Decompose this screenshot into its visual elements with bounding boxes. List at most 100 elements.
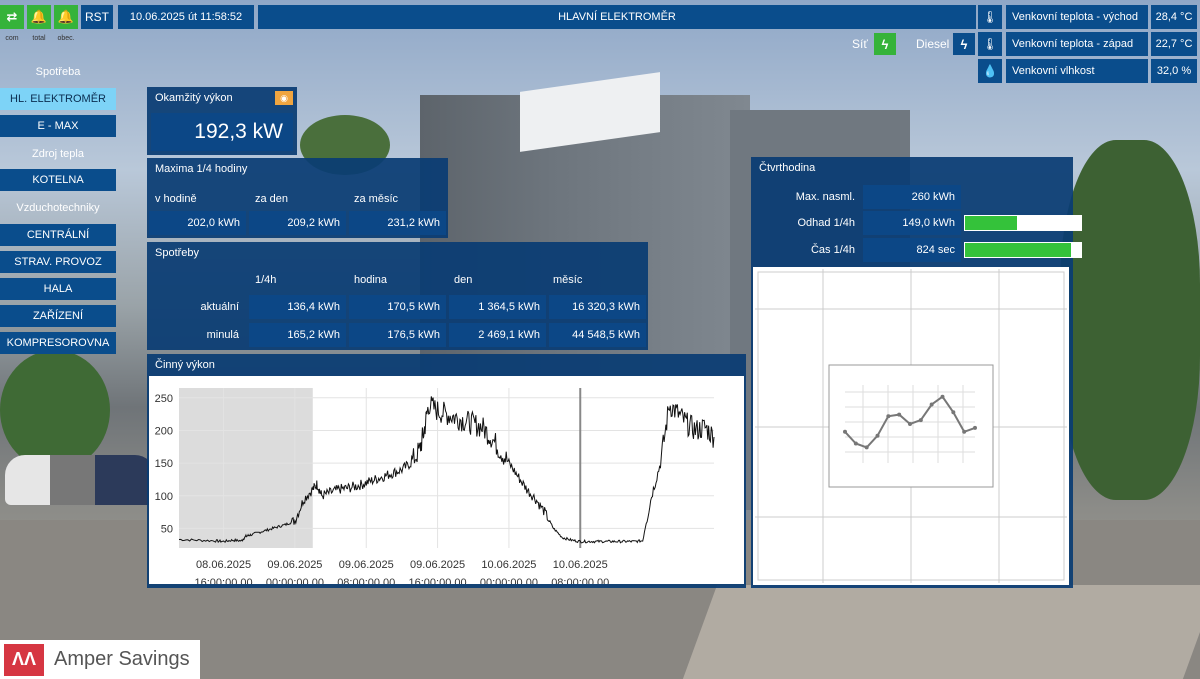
quarter-data-point — [853, 441, 858, 446]
consumption-panel: Spotřeby 1/4h hodina den měsíc aktuální … — [147, 242, 648, 350]
com-status-button[interactable]: ⇄ — [0, 5, 24, 29]
maxima-header-month: za měsíc — [354, 193, 399, 205]
sidebar-heading-zdroj-tepla: Zdroj tepla — [32, 148, 84, 160]
weather-label-west: Venkovní teplota - západ — [1006, 32, 1148, 56]
sidebar-heading-vzduchotechniky: Vzduchotechniky — [16, 202, 100, 214]
previous-day-value: 2 469,1 kWh — [449, 323, 546, 347]
toggle-view-icon[interactable]: ◉ — [275, 91, 293, 105]
maxima-panel: Maxima 1/4 hodiny v hodině za den za měs… — [147, 158, 448, 238]
x-tick-date: 10.06.2025 — [481, 559, 536, 571]
y-tick-label: 50 — [161, 523, 173, 535]
weather-label-east: Venkovní teplota - východ — [1006, 5, 1148, 29]
current-month-value: 16 320,3 kWh — [549, 295, 646, 319]
quarter-data-point — [918, 418, 923, 423]
arrows-swap-icon: ⇄ — [6, 9, 18, 24]
instant-power-value: 192,3 kW — [151, 113, 293, 151]
quarter-chart — [755, 269, 1067, 583]
consumption-header-quarter: 1/4h — [255, 274, 277, 286]
bell-icon: 🔔 — [57, 9, 75, 24]
total-alarm-button[interactable]: 🔔 — [27, 5, 51, 29]
previous-hour-value: 176,5 kWh — [349, 323, 446, 347]
background-tree-left — [0, 350, 110, 470]
weather-label-humidity: Venkovní vlhkost — [1006, 59, 1148, 83]
active-power-chart-area: 50 100 150 200 250 08.06.2025 16:00:00.00 09.06… — [149, 376, 744, 589]
sidebar-item-kotelna[interactable]: KOTELNA — [0, 169, 116, 191]
x-tick-time: 00:00:00.00 — [266, 577, 324, 584]
obec-caption: obec. — [57, 35, 75, 42]
x-tick-time: 16:00:00.00 — [409, 577, 467, 584]
x-tick-date: 08.06.2025 — [196, 559, 251, 571]
quarter-chart-area — [753, 267, 1069, 585]
quarter-data-point — [973, 425, 977, 430]
active-power-title: Činný výkon — [155, 359, 215, 371]
time-progress-fill — [965, 243, 1071, 257]
y-tick-label: 150 — [155, 458, 173, 470]
sidebar-item-centralni[interactable]: CENTRÁLNÍ — [0, 224, 116, 246]
instant-power-title: Okamžitý výkon — [155, 92, 233, 104]
maxima-value-day: 209,2 kWh — [249, 211, 346, 235]
y-tick-label: 200 — [155, 425, 173, 437]
maxima-value-hour: 202,0 kWh — [149, 211, 246, 235]
x-tick-date: 10.06.2025 — [553, 559, 608, 571]
sidebar-item-zarizeni[interactable]: ZAŘÍZENÍ — [0, 305, 116, 327]
sidebar-item-hl-elektromer[interactable]: HL. ELEKTROMĚR — [0, 88, 116, 110]
quarter-data-point — [864, 445, 869, 450]
estimate-progress-fill — [965, 216, 1018, 230]
quarter-data-point — [875, 433, 880, 438]
sidebar-item-strav-provoz[interactable]: STRAV. PROVOZ — [0, 251, 116, 273]
quarter-hour-title: Čtvrthodina — [759, 162, 816, 174]
bell-icon: 🔔 — [30, 9, 48, 24]
active-power-chart: 50 100 150 200 250 08.06.2025 16:00:00.00 09.06… — [155, 388, 715, 589]
current-day-value: 1 364,5 kWh — [449, 295, 546, 319]
x-tick-time: 16:00:00.00 — [195, 577, 253, 584]
grid-label: Síť — [852, 37, 868, 51]
row-label-current: aktuální — [200, 301, 239, 313]
sidebar-item-e-max[interactable]: E - MAX — [0, 115, 116, 137]
quarter-data-point — [929, 402, 934, 407]
quarter-data-point — [886, 414, 891, 419]
diesel-label: Diesel — [916, 37, 950, 51]
consumption-header-day: den — [454, 274, 473, 286]
diesel-lightning-icon[interactable]: ϟ — [953, 33, 975, 55]
x-tick-time: 08:00:00.00 — [337, 577, 395, 584]
x-tick-date: 09.06.2025 — [339, 559, 394, 571]
x-tick-date: 09.06.2025 — [267, 559, 322, 571]
maxima-header-day: za den — [255, 193, 289, 205]
quarter-data-point — [962, 429, 967, 434]
com-caption: com — [5, 35, 19, 42]
consumption-header-month: měsíc — [553, 274, 583, 286]
chart-frame — [757, 271, 1065, 581]
instant-power-panel: Okamžitý výkon ◉ 192,3 kW — [147, 87, 297, 155]
quarter-label-max: Max. nasml. — [795, 191, 855, 203]
maxima-title: Maxima 1/4 hodiny — [155, 163, 248, 175]
maxima-value-month: 231,2 kWh — [349, 211, 446, 235]
sidebar-item-kompresorovna[interactable]: KOMPRESOROVNA — [0, 332, 116, 354]
current-hour-value: 170,5 kWh — [349, 295, 446, 319]
current-quarter-value: 136,4 kWh — [249, 295, 346, 319]
y-tick-label: 250 — [155, 393, 173, 405]
obec-alarm-button[interactable]: 🔔 — [54, 5, 78, 29]
datetime-display: 10.06.2025 út 11:58:52 — [118, 5, 254, 29]
rst-button[interactable]: RST — [81, 5, 113, 29]
quarter-value-estimate: 149,0 kWh — [863, 211, 961, 235]
series-line-active-power — [178, 396, 715, 544]
previous-quarter-value: 165,2 kWh — [249, 323, 346, 347]
quarter-label-time: Čas 1/4h — [810, 244, 855, 256]
sidebar-item-hala[interactable]: HALA — [0, 278, 116, 300]
consumption-header-hour: hodina — [354, 274, 388, 286]
background-sidewalk — [682, 585, 1200, 679]
quarter-data-point — [951, 410, 956, 415]
consumption-title: Spotřeby — [155, 247, 200, 259]
weather-value-east: 28,4 °C — [1151, 5, 1197, 29]
quarter-label-estimate: Odhad 1/4h — [797, 217, 856, 229]
quarter-value-time: 824 sec — [863, 238, 961, 262]
weather-value-west: 22,7 °C — [1151, 32, 1197, 56]
thermometer-icon: 🌡 — [978, 5, 1002, 29]
active-power-panel: Činný výkon 50 100 150 200 250 08.06.2025 16:0… — [147, 354, 746, 589]
grid-lightning-icon[interactable]: ϟ — [874, 33, 896, 55]
quarter-value-max: 260 kWh — [863, 185, 961, 209]
x-tick-date: 09.06.2025 — [410, 559, 465, 571]
time-progress-bar — [964, 242, 1082, 258]
quarter-data-point — [908, 422, 912, 426]
quarter-data-point — [940, 394, 945, 399]
